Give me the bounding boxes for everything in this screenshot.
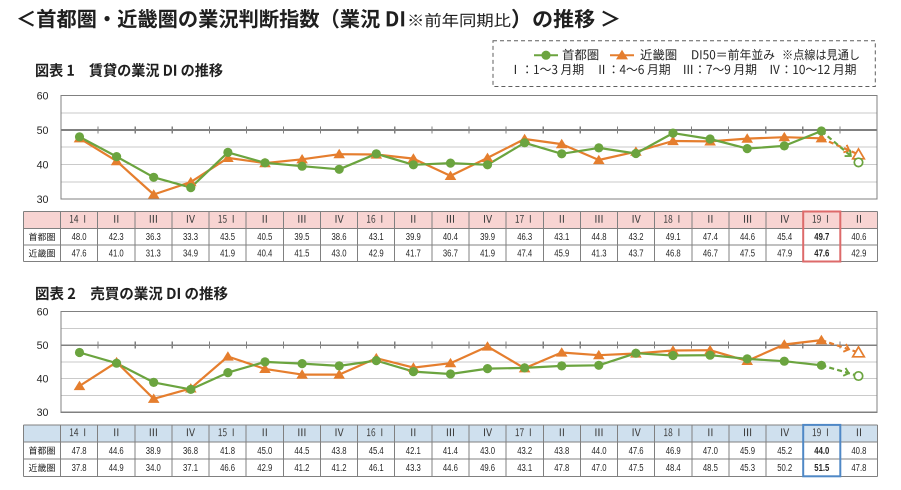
svg-text:37.1: 37.1 [183, 463, 198, 474]
svg-text:39.9: 39.9 [406, 232, 421, 243]
svg-text:40: 40 [37, 159, 49, 171]
svg-text:41.3: 41.3 [592, 249, 607, 260]
svg-text:47.8: 47.8 [72, 446, 87, 457]
svg-text:47.9: 47.9 [777, 249, 792, 260]
svg-text:40: 40 [37, 374, 49, 386]
svg-text:44.0: 44.0 [592, 446, 607, 457]
svg-text:47.4: 47.4 [703, 232, 718, 243]
svg-text:43.1: 43.1 [369, 232, 384, 243]
svg-text:47.6: 47.6 [629, 446, 644, 457]
svg-text:42.9: 42.9 [369, 249, 384, 260]
svg-text:36.7: 36.7 [443, 249, 458, 260]
svg-text:43.3: 43.3 [406, 463, 421, 474]
svg-text:43.2: 43.2 [629, 232, 644, 243]
svg-text:47.6: 47.6 [814, 249, 829, 260]
svg-text:40.4: 40.4 [257, 249, 272, 260]
svg-text:30: 30 [37, 194, 49, 206]
svg-text:50: 50 [37, 125, 49, 137]
svg-text:39.5: 39.5 [294, 232, 309, 243]
svg-text:41.2: 41.2 [332, 463, 347, 474]
svg-text:37.8: 37.8 [72, 463, 87, 474]
svg-text:60: 60 [37, 90, 49, 102]
svg-text:43.0: 43.0 [480, 446, 495, 457]
svg-text:46.7: 46.7 [703, 249, 718, 260]
svg-text:40.5: 40.5 [257, 232, 272, 243]
svg-text:42.9: 42.9 [257, 463, 272, 474]
svg-text:40.6: 40.6 [851, 232, 866, 243]
svg-text:47.5: 47.5 [740, 249, 755, 260]
svg-text:36.3: 36.3 [146, 232, 161, 243]
svg-text:31.3: 31.3 [146, 249, 161, 260]
svg-text:47.6: 47.6 [72, 249, 87, 260]
svg-text:40.8: 40.8 [851, 446, 866, 457]
svg-text:46.9: 46.9 [666, 446, 681, 457]
svg-text:41.5: 41.5 [294, 249, 309, 260]
svg-text:48.5: 48.5 [703, 463, 718, 474]
svg-text:41.4: 41.4 [443, 446, 458, 457]
svg-text:48.0: 48.0 [72, 232, 87, 243]
svg-text:50.2: 50.2 [777, 463, 792, 474]
svg-text:42.1: 42.1 [406, 446, 421, 457]
svg-text:43.8: 43.8 [554, 446, 569, 457]
svg-text:47.8: 47.8 [554, 463, 569, 474]
svg-text:43.8: 43.8 [332, 446, 347, 457]
svg-text:40.4: 40.4 [443, 232, 458, 243]
svg-text:45.2: 45.2 [777, 446, 792, 457]
svg-text:47.0: 47.0 [703, 446, 718, 457]
svg-text:44.5: 44.5 [294, 446, 309, 457]
svg-text:34.0: 34.0 [146, 463, 161, 474]
svg-text:46.8: 46.8 [666, 249, 681, 260]
svg-text:41.9: 41.9 [480, 249, 495, 260]
svg-text:41.2: 41.2 [294, 463, 309, 474]
svg-text:45.3: 45.3 [740, 463, 755, 474]
svg-text:42.3: 42.3 [109, 232, 124, 243]
svg-text:38.9: 38.9 [146, 446, 161, 457]
svg-text:44.6: 44.6 [109, 446, 124, 457]
svg-text:48.4: 48.4 [666, 463, 681, 474]
svg-text:60: 60 [37, 307, 49, 319]
svg-text:44.6: 44.6 [740, 232, 755, 243]
svg-text:45.4: 45.4 [369, 446, 384, 457]
svg-text:46.3: 46.3 [517, 232, 532, 243]
svg-text:47.5: 47.5 [629, 463, 644, 474]
svg-text:49.6: 49.6 [480, 463, 495, 474]
svg-text:45.9: 45.9 [554, 249, 569, 260]
svg-text:36.8: 36.8 [183, 446, 198, 457]
svg-text:51.5: 51.5 [814, 463, 829, 474]
svg-text:44.0: 44.0 [814, 446, 829, 457]
svg-text:50: 50 [37, 340, 49, 352]
svg-text:34.9: 34.9 [183, 249, 198, 260]
svg-text:42.9: 42.9 [851, 249, 866, 260]
svg-text:47.4: 47.4 [517, 249, 532, 260]
svg-text:44.6: 44.6 [443, 463, 458, 474]
svg-text:41.9: 41.9 [220, 249, 235, 260]
svg-text:43.7: 43.7 [629, 249, 644, 260]
svg-text:45.9: 45.9 [740, 446, 755, 457]
svg-text:47.8: 47.8 [851, 463, 866, 474]
svg-text:39.9: 39.9 [480, 232, 495, 243]
svg-text:41.8: 41.8 [220, 446, 235, 457]
svg-text:43.2: 43.2 [517, 446, 532, 457]
svg-text:47.0: 47.0 [592, 463, 607, 474]
svg-text:49.7: 49.7 [814, 232, 829, 243]
svg-text:41.0: 41.0 [109, 249, 124, 260]
svg-text:45.0: 45.0 [257, 446, 272, 457]
svg-text:41.7: 41.7 [406, 249, 421, 260]
svg-text:44.9: 44.9 [109, 463, 124, 474]
svg-text:38.6: 38.6 [332, 232, 347, 243]
svg-text:46.1: 46.1 [369, 463, 384, 474]
svg-text:46.6: 46.6 [220, 463, 235, 474]
svg-text:43.1: 43.1 [517, 463, 532, 474]
svg-text:44.8: 44.8 [592, 232, 607, 243]
svg-text:33.3: 33.3 [183, 232, 198, 243]
svg-text:43.5: 43.5 [220, 232, 235, 243]
svg-text:30: 30 [37, 407, 49, 419]
svg-text:49.1: 49.1 [666, 232, 681, 243]
svg-text:43.1: 43.1 [554, 232, 569, 243]
svg-text:45.4: 45.4 [777, 232, 792, 243]
svg-text:43.0: 43.0 [332, 249, 347, 260]
